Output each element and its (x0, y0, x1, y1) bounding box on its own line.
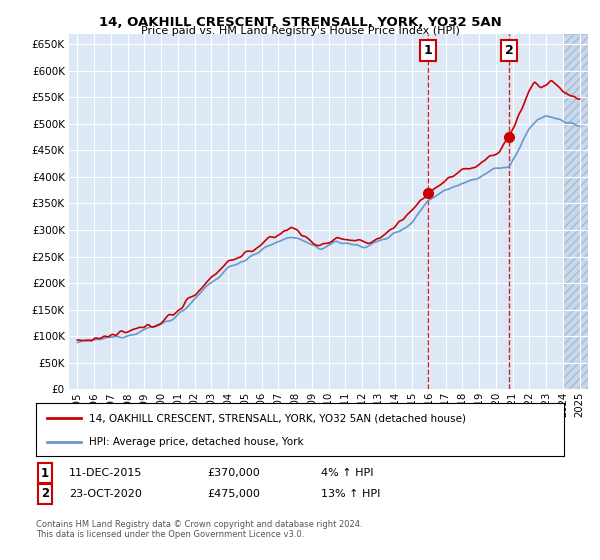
Text: 14, OAKHILL CRESCENT, STRENSALL, YORK, YO32 5AN (detached house): 14, OAKHILL CRESCENT, STRENSALL, YORK, Y… (89, 413, 466, 423)
Text: Price paid vs. HM Land Registry's House Price Index (HPI): Price paid vs. HM Land Registry's House … (140, 26, 460, 36)
Bar (563, 34, 588, 389)
Text: 2: 2 (41, 487, 49, 501)
Text: 2: 2 (505, 44, 514, 57)
Text: 1: 1 (424, 44, 433, 57)
Text: Contains HM Land Registry data © Crown copyright and database right 2024.
This d: Contains HM Land Registry data © Crown c… (36, 520, 362, 539)
Text: 1: 1 (41, 466, 49, 480)
Text: HPI: Average price, detached house, York: HPI: Average price, detached house, York (89, 436, 304, 446)
Text: 13% ↑ HPI: 13% ↑ HPI (321, 489, 380, 499)
Text: 4% ↑ HPI: 4% ↑ HPI (321, 468, 373, 478)
Text: 23-OCT-2020: 23-OCT-2020 (69, 489, 142, 499)
Text: 11-DEC-2015: 11-DEC-2015 (69, 468, 142, 478)
Text: £475,000: £475,000 (207, 489, 260, 499)
Text: 14, OAKHILL CRESCENT, STRENSALL, YORK, YO32 5AN: 14, OAKHILL CRESCENT, STRENSALL, YORK, Y… (98, 16, 502, 29)
Text: £370,000: £370,000 (207, 468, 260, 478)
